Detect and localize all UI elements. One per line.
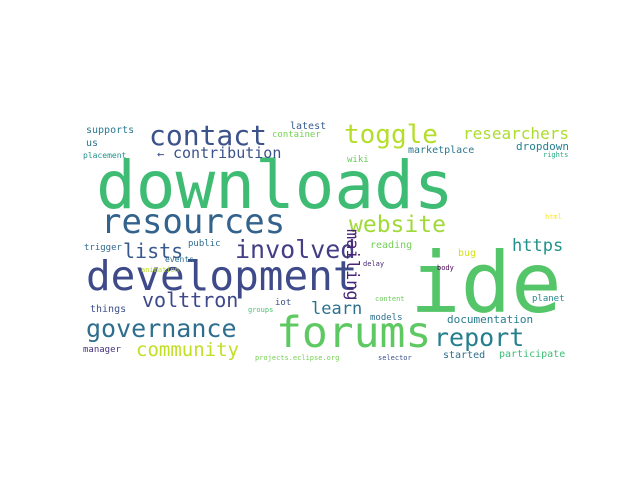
- word-website: website: [349, 212, 446, 238]
- word-dropdown: dropdown: [516, 140, 569, 153]
- word-wiki: wiki: [347, 155, 369, 165]
- word-involved: involved: [235, 235, 355, 264]
- word-body: body: [437, 264, 454, 272]
- word-started: started: [443, 350, 485, 361]
- word-iot: iot: [275, 298, 291, 308]
- word-us: us: [86, 138, 98, 149]
- word-mailing: mailing: [342, 229, 362, 301]
- word-volttron: volttron: [142, 288, 238, 312]
- word-development: development: [86, 252, 358, 300]
- word-bug: bug: [458, 248, 476, 259]
- word-planet: planet: [532, 294, 565, 304]
- word-community: community: [136, 339, 239, 361]
- word-public: public: [188, 239, 221, 249]
- word-group: downloads ide development resources forums co…: [83, 119, 569, 362]
- word-participate: participate: [499, 349, 565, 360]
- word-placement: placement: [83, 151, 127, 160]
- word-manager: manager: [83, 345, 122, 355]
- word-arrow: ←: [157, 147, 164, 161]
- word-forums: forums: [276, 308, 431, 358]
- word-reading: reading: [370, 240, 412, 251]
- word-downloads: downloads: [96, 147, 454, 224]
- word-models: models: [370, 313, 403, 323]
- word-content: content: [375, 295, 405, 303]
- word-documentation: documentation: [447, 313, 533, 326]
- word-trigger: trigger: [84, 243, 123, 253]
- word-governance: governance: [86, 314, 237, 343]
- word-html: html: [545, 213, 562, 221]
- word-toggle: toggle: [344, 120, 438, 150]
- word-animation: animation: [141, 266, 179, 274]
- word-selector: selector: [378, 354, 412, 362]
- word-container: container: [272, 130, 321, 140]
- word-events: events: [165, 255, 194, 264]
- word-learn: learn: [311, 299, 362, 319]
- word-projects-eclipse-org: projects.eclipse.org: [255, 354, 339, 362]
- word-ide: ide: [410, 234, 562, 332]
- word-things: things: [90, 304, 126, 315]
- word-contact: contact: [149, 119, 267, 152]
- word-report: report: [434, 323, 524, 352]
- word-latest: latest: [290, 121, 326, 132]
- word-researchers: researchers: [463, 124, 569, 143]
- word-rights: rights: [543, 151, 568, 159]
- word-https: https: [512, 236, 563, 256]
- word-resources: resources: [101, 202, 285, 242]
- word-delay: delay: [363, 260, 384, 268]
- word-lists: lists: [123, 239, 183, 263]
- word-contribution: contribution: [173, 144, 281, 162]
- word-groups: groups: [248, 306, 273, 314]
- word-marketplace: marketplace: [408, 145, 474, 156]
- word-supports: supports: [86, 125, 134, 136]
